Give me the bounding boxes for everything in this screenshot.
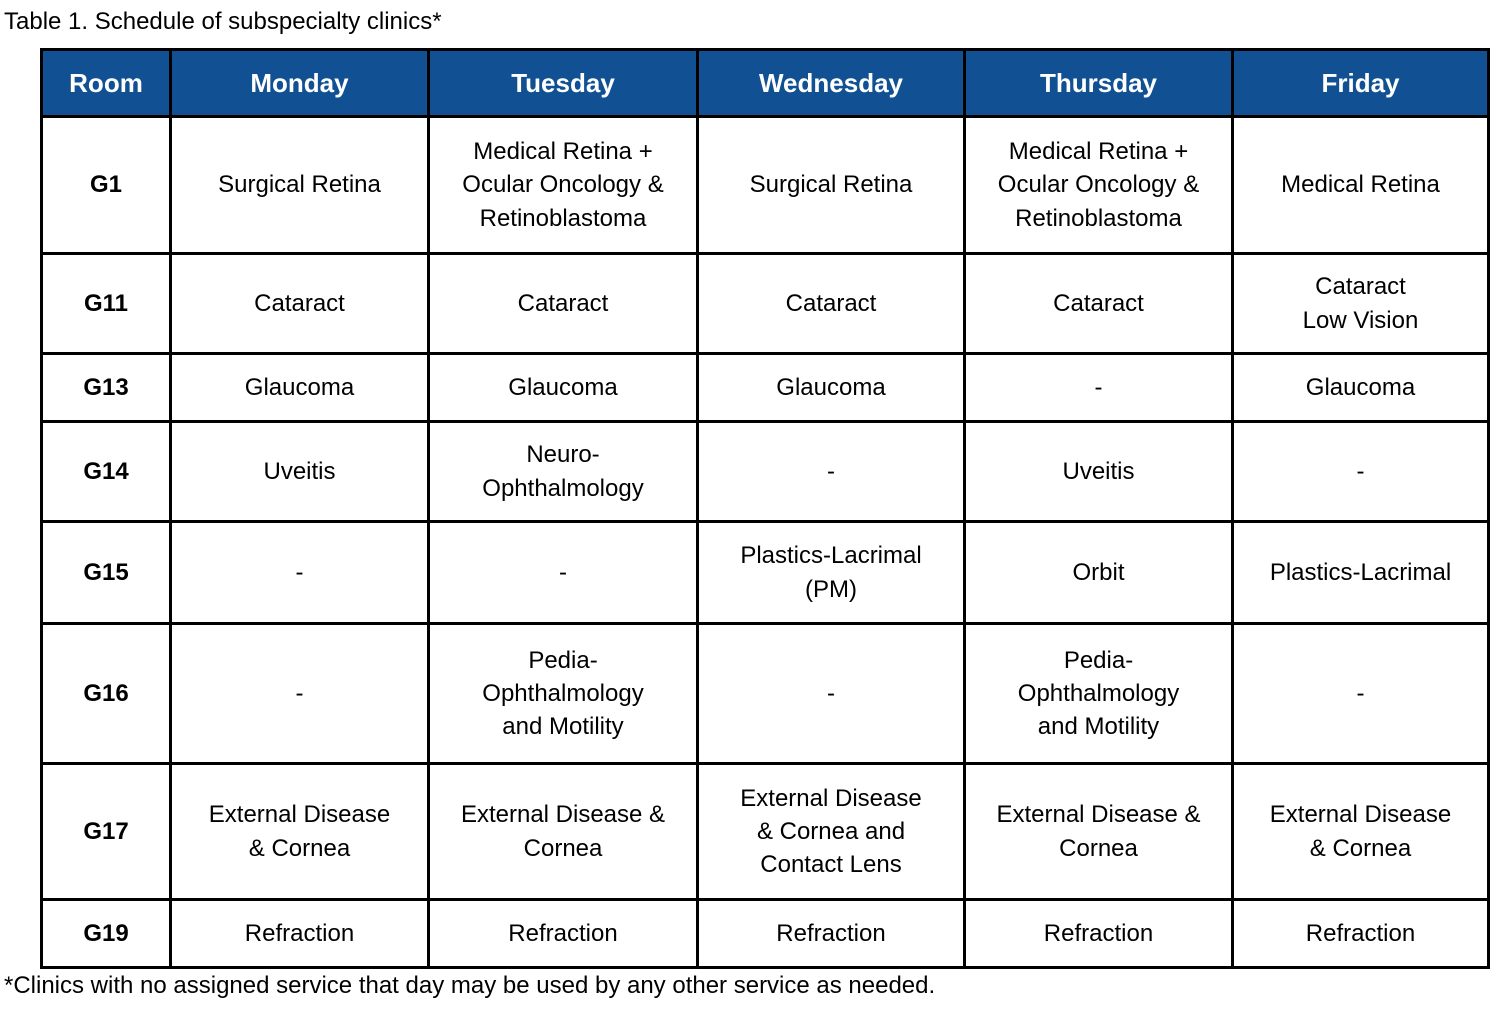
table-row-g13: G13 Glaucoma Glaucoma Glaucoma - Glaucom… [40,352,1490,423]
column-header-friday: Friday [1231,48,1490,118]
schedule-cell: - [1231,622,1490,765]
room-cell: G14 [40,420,172,523]
table-title: Table 1. Schedule of subspecialty clinic… [4,8,442,35]
schedule-cell: Cataract Low Vision [1231,252,1490,355]
schedule-cell: Cataract [169,252,430,355]
schedule-cell: External Disease & Cornea and Contact Le… [696,762,966,901]
schedule-cell: Glaucoma [1231,352,1490,423]
schedule-cell: Pedia- Ophthalmology and Motility [427,622,699,765]
schedule-table: Room Monday Tuesday Wednesday Thursday F… [40,48,1490,969]
schedule-cell: - [427,520,699,625]
column-header-room: Room [40,48,172,118]
table-row-g15: G15 - - Plastics-Lacrimal (PM) Orbit Pla… [40,520,1490,625]
room-cell: G13 [40,352,172,423]
schedule-cell: Plastics-Lacrimal [1231,520,1490,625]
schedule-cell: Pedia- Ophthalmology and Motility [963,622,1234,765]
schedule-cell: Glaucoma [696,352,966,423]
schedule-cell: - [169,622,430,765]
schedule-cell: Refraction [169,898,430,969]
table-row-g14: G14 Uveitis Neuro- Ophthalmology - Uveit… [40,420,1490,523]
room-cell: G17 [40,762,172,901]
table-row-g19: G19 Refraction Refraction Refraction Ref… [40,898,1490,969]
schedule-cell: Glaucoma [169,352,430,423]
table-row-g16: G16 - Pedia- Ophthalmology and Motility … [40,622,1490,765]
schedule-cell: Surgical Retina [696,115,966,255]
schedule-cell: Glaucoma [427,352,699,423]
schedule-cell: Cataract [696,252,966,355]
schedule-cell: External Disease & Cornea [169,762,430,901]
schedule-cell: Uveitis [963,420,1234,523]
schedule-cell: Refraction [696,898,966,969]
table-row-g11: G11 Cataract Cataract Cataract Cataract … [40,252,1490,355]
schedule-cell: Medical Retina + Ocular Oncology & Retin… [963,115,1234,255]
column-header-wednesday: Wednesday [696,48,966,118]
room-cell: G19 [40,898,172,969]
room-cell: G11 [40,252,172,355]
room-cell: G1 [40,115,172,255]
column-header-monday: Monday [169,48,430,118]
table-row-g17: G17 External Disease & Cornea External D… [40,762,1490,901]
schedule-cell: Cataract [427,252,699,355]
schedule-cell: - [696,420,966,523]
schedule-cell: Refraction [427,898,699,969]
schedule-cell: Refraction [1231,898,1490,969]
schedule-cell: External Disease & Cornea [1231,762,1490,901]
schedule-cell: Plastics-Lacrimal (PM) [696,520,966,625]
schedule-cell: Refraction [963,898,1234,969]
room-cell: G15 [40,520,172,625]
schedule-cell: Uveitis [169,420,430,523]
schedule-cell: Surgical Retina [169,115,430,255]
schedule-cell: - [963,352,1234,423]
schedule-cell: - [169,520,430,625]
room-cell: G16 [40,622,172,765]
column-header-tuesday: Tuesday [427,48,699,118]
schedule-cell: External Disease & Cornea [427,762,699,901]
schedule-cell: - [696,622,966,765]
schedule-cell: - [1231,420,1490,523]
schedule-cell: Medical Retina [1231,115,1490,255]
schedule-cell: Neuro- Ophthalmology [427,420,699,523]
column-header-thursday: Thursday [963,48,1234,118]
header-row: Room Monday Tuesday Wednesday Thursday F… [40,48,1490,118]
schedule-cell: Medical Retina + Ocular Oncology & Retin… [427,115,699,255]
footnote: *Clinics with no assigned service that d… [4,972,936,999]
schedule-cell: External Disease & Cornea [963,762,1234,901]
schedule-cell: Cataract [963,252,1234,355]
schedule-cell: Orbit [963,520,1234,625]
table-row-g1: G1 Surgical Retina Medical Retina + Ocul… [40,115,1490,255]
